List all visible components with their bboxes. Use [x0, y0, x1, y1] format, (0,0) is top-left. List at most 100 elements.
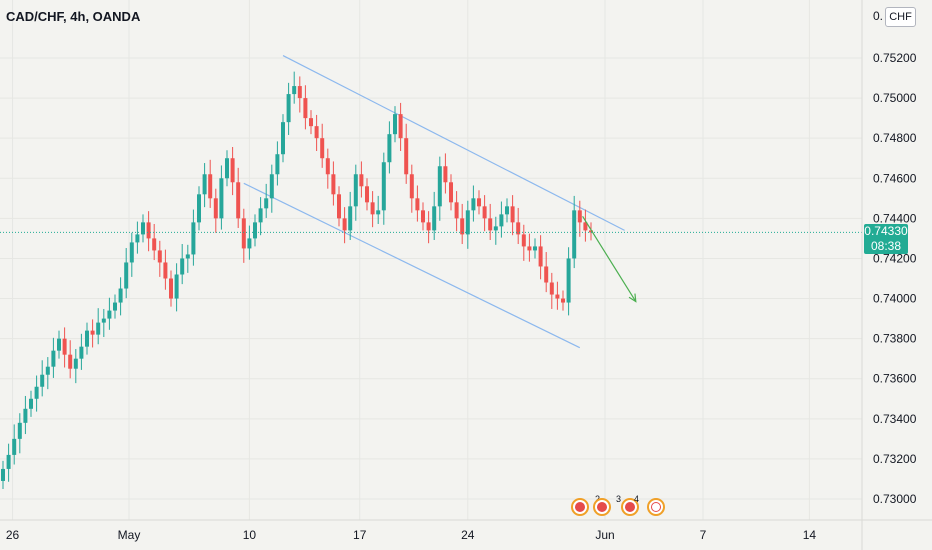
candle-body	[185, 254, 190, 259]
candle-body	[544, 266, 549, 283]
candle-body	[521, 234, 526, 247]
candle-body	[281, 122, 285, 155]
candle-body	[387, 134, 392, 163]
candle-body	[499, 214, 504, 227]
candle-body	[342, 218, 347, 231]
candle-body	[505, 206, 509, 215]
candle-body	[230, 158, 235, 183]
candle-body	[90, 330, 95, 335]
candle-body	[454, 202, 459, 219]
candle-body	[264, 198, 269, 209]
candle-body	[113, 302, 117, 311]
candle-body	[118, 288, 123, 303]
candle-body	[577, 210, 582, 223]
channel-lower-line	[243, 182, 581, 349]
price-tick-label: 0.73200	[873, 452, 917, 466]
candle-body	[62, 338, 67, 355]
candle-body	[404, 138, 409, 175]
candle-body	[247, 238, 252, 249]
price-tick-label: 0.75200	[873, 51, 917, 65]
event-marker-icon[interactable]	[593, 498, 611, 516]
candle-body	[197, 194, 201, 223]
candle-body	[34, 386, 39, 399]
symbol-title[interactable]: CAD/CHF, 4h, OANDA	[6, 9, 141, 24]
event-count: 4	[634, 494, 640, 504]
event-marker-icon[interactable]	[621, 498, 639, 516]
candle-body	[12, 438, 17, 455]
candle-body	[471, 198, 476, 211]
candle-body	[527, 246, 532, 251]
candle-body	[538, 246, 543, 267]
candle-body	[292, 86, 297, 95]
candle-body	[432, 206, 437, 231]
candle-body	[337, 194, 341, 219]
price-tick-label: 0.73800	[873, 332, 917, 346]
currency-button[interactable]: CHF	[885, 7, 916, 27]
candle-body	[174, 274, 179, 299]
candle-body	[314, 126, 319, 139]
time-tick-label: 26	[6, 528, 20, 542]
candle-body	[398, 114, 403, 139]
candle-body	[96, 322, 101, 335]
candle-body	[258, 208, 263, 223]
candle-body	[68, 354, 73, 369]
candle-body	[101, 318, 106, 323]
price-axis-corner-value: 0.	[873, 9, 884, 23]
price-tick-label: 0.73600	[873, 372, 917, 386]
candle-body	[331, 174, 336, 195]
candle-body	[421, 210, 425, 223]
price-tick-label: 0.74200	[873, 251, 917, 265]
price-tick-label: 0.75000	[873, 91, 917, 105]
candle-body	[297, 86, 302, 99]
event-count: 3	[616, 494, 622, 504]
candles	[1, 71, 593, 489]
candle-body	[141, 222, 145, 235]
candle-body	[460, 218, 465, 235]
time-tick-label: 10	[243, 528, 257, 542]
candle-body	[381, 162, 386, 211]
candle-body	[488, 218, 493, 231]
candle-body	[135, 234, 140, 243]
candle-body	[533, 246, 537, 251]
candle-body	[376, 210, 381, 215]
candle-body	[370, 202, 375, 215]
time-tick-label: 7	[700, 528, 707, 542]
candle-body	[85, 330, 89, 347]
candle-body	[589, 230, 593, 233]
candle-body	[516, 222, 521, 235]
last-price-label: 0.74330 08:38	[864, 224, 908, 254]
forecast-arrow[interactable]	[582, 216, 637, 303]
price-tick-label: 0.74000	[873, 292, 917, 306]
candle-body	[555, 294, 560, 299]
candle-body	[275, 154, 280, 175]
candle-body	[1, 468, 5, 481]
candle-body	[23, 408, 28, 423]
trend-channel[interactable]	[243, 55, 625, 349]
price-tick-label: 0.74800	[873, 131, 917, 145]
candle-body	[180, 258, 185, 275]
candle-body	[365, 186, 369, 203]
candle-body	[40, 374, 45, 387]
event-marker-icon[interactable]	[571, 498, 589, 516]
candle-body	[477, 198, 481, 207]
candle-body	[443, 166, 448, 183]
time-tick-label: Jun	[595, 528, 614, 542]
price-axis[interactable]: 0.73000 0.73200 0.73400 0.73600 0.73800 0.740…	[861, 0, 932, 550]
candle-body	[426, 222, 431, 231]
candle-body	[225, 158, 229, 179]
last-price-value: 0.74330	[864, 224, 908, 238]
candle-body	[146, 222, 151, 239]
channel-upper-line	[282, 55, 625, 231]
candle-body	[124, 262, 129, 289]
grid	[0, 0, 862, 520]
time-axis[interactable]: 26 May 10 17 24 Jun 7 14	[0, 519, 932, 542]
candle-body	[325, 158, 330, 175]
candle-body	[29, 398, 33, 409]
candle-body	[129, 242, 134, 263]
candle-body	[17, 422, 22, 439]
candle-body	[269, 174, 274, 199]
canada-flag-icon[interactable]	[647, 498, 665, 516]
candle-body	[213, 198, 218, 219]
candle-body	[449, 182, 453, 203]
